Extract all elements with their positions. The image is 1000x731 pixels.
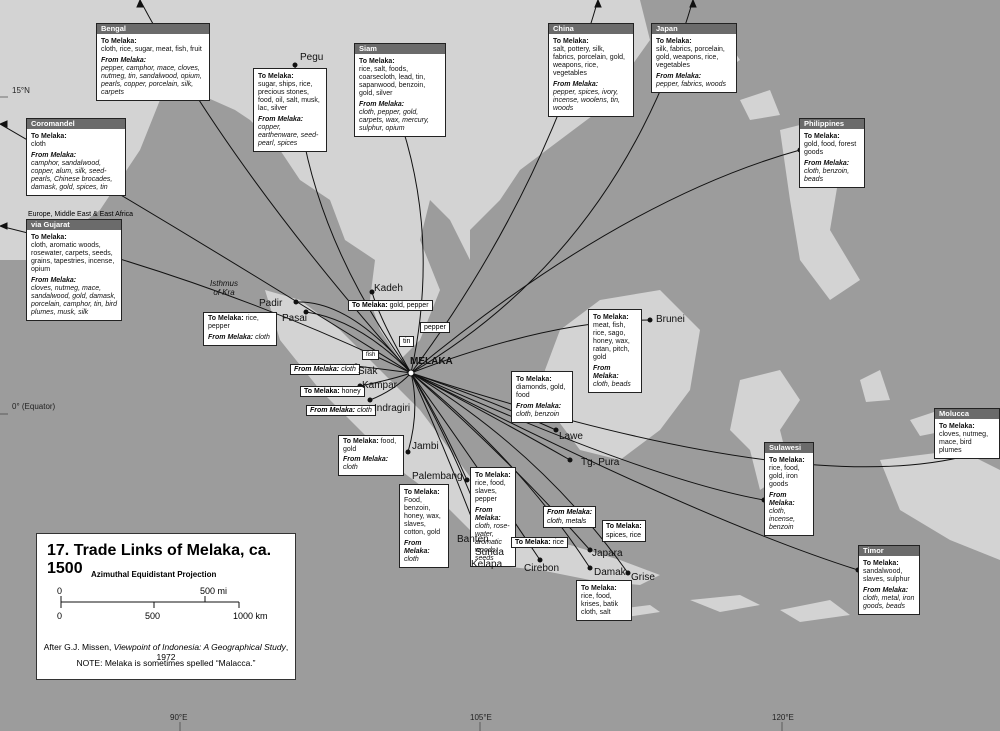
- trade-route-indragiri: [369, 372, 412, 401]
- port-dot-cirebon: [537, 557, 543, 563]
- trade-route-sulawesi: [410, 372, 765, 501]
- map-note: NOTE: Melaka is sometimes spelled “Malac…: [76, 658, 256, 668]
- scale-bar: [60, 596, 240, 608]
- commodity-pepper: pepper: [420, 322, 450, 333]
- place-kelapa: Kelapa: [471, 559, 503, 570]
- trade-route-kampar: [359, 372, 412, 387]
- trade-route-palembang: [410, 372, 468, 481]
- port-dot-pasai: [303, 309, 309, 315]
- place-kampar: Kampar: [362, 380, 398, 391]
- place-tg-pura: Tg. Pura: [581, 457, 620, 468]
- trade-box-brunei: To Melaka: meat, fish, rice, sago, honey…: [588, 309, 642, 393]
- route-arrowhead: [689, 0, 697, 8]
- port-dot-pegu: [292, 62, 298, 68]
- place-palembang: Palembang: [412, 471, 463, 482]
- port-dot-palembang: [464, 477, 470, 483]
- trade-box-pasai: To Melaka: rice, pepper From Melaka: clo…: [203, 312, 277, 346]
- place-siak: Siak: [358, 366, 378, 377]
- trade-label-indragiri: From Melaka: cloth: [306, 405, 376, 416]
- trade-route-kadeh: [371, 291, 412, 374]
- place-sunda: Sunda: [475, 547, 504, 558]
- longitude-105e-label: 105°E: [470, 713, 492, 722]
- box-header: Bengal: [97, 24, 209, 34]
- trade-label-siak: From Melaka: cloth: [290, 364, 360, 375]
- trade-box-palembang: To Melaka: Food, benzoin, honey, wax, sl…: [399, 484, 449, 568]
- place-damak: Damak: [594, 567, 626, 578]
- place-japara: Japara: [592, 548, 623, 559]
- trade-box-bengal: Bengal To Melaka: cloth, rice, sugar, me…: [96, 23, 210, 101]
- trade-box-lawe: To Melaka: diamonds, gold, food From Mel…: [511, 371, 573, 423]
- trade-route-philippines: [410, 149, 801, 374]
- trade-box-siam: Siam To Melaka: rice, salt, foods, coars…: [354, 43, 446, 137]
- port-dot-grise: [625, 570, 631, 576]
- trade-label-grise: To Melaka: spices, rice: [602, 520, 646, 542]
- projection-label: Azimuthal Equidistant Projection: [91, 570, 217, 579]
- place-brunei: Brunei: [656, 314, 685, 325]
- place-padir: Padir: [259, 298, 283, 309]
- trade-box-jambi: To Melaka: food, gold From Melaka: cloth: [338, 435, 404, 476]
- trade-box-sunda: To Melaka: rice, food, slaves, pepper Fr…: [470, 467, 516, 567]
- trade-box-china: China To Melaka: salt, pottery, silk, fa…: [548, 23, 634, 117]
- route-arrowhead: [594, 0, 602, 8]
- longitude-120e-label: 120°E: [772, 713, 794, 722]
- commodity-tin: tin: [399, 336, 415, 347]
- port-dot-tgpura: [567, 457, 573, 463]
- land-java: [470, 540, 660, 585]
- trade-label-cirebon: To Melaka: rice: [511, 537, 568, 548]
- equator-label: 0° (Equator): [12, 402, 56, 411]
- place-indragiri: Indragiri: [374, 403, 411, 414]
- place-kadeh: Kadeh: [374, 283, 403, 294]
- place-jambi: Jambi: [412, 441, 439, 452]
- port-dot-kadeh: [369, 289, 375, 295]
- place-banten: Banten: [457, 534, 489, 545]
- map-legend: 17. Trade Links of Melaka, ca. 1500 Azim…: [36, 533, 296, 680]
- port-dot-brunei: [647, 317, 653, 323]
- trade-route-jambi: [407, 372, 416, 453]
- trade-box-japan: Japan To Melaka: silk, fabrics, porcelai…: [651, 23, 737, 93]
- trade-box-pegu: To Melaka: sugar, ships, rice, precious …: [253, 68, 327, 152]
- trade-route-siam: [399, 119, 424, 374]
- trade-route-tgpura: [410, 372, 571, 461]
- trade-route-timor: [410, 372, 859, 571]
- place-melaka: MELAKA: [410, 356, 453, 367]
- map-title: 17. Trade Links of Melaka, ca. 1500: [47, 542, 272, 577]
- trade-label-kadeh: To Melaka: gold, pepper: [348, 300, 433, 311]
- trade-box-gujarat: via Gujarat To Melaka: cloth, aromatic w…: [26, 219, 122, 321]
- gujarat-title: Europe, Middle East & East Africa: [28, 211, 134, 218]
- latitude-15n-label: 15°N: [12, 86, 30, 95]
- trade-box-damak: To Melaka: rice, food, krises, batik clo…: [576, 580, 632, 621]
- melaka-hub-marker: [407, 369, 415, 377]
- port-dot-damak: [587, 565, 593, 571]
- place-grise: Grise: [631, 572, 655, 583]
- port-dot-jambi: [405, 449, 411, 455]
- region-isthmus-of-kra: Isthmus of Kra: [210, 279, 239, 297]
- place-pasai: Pasai: [282, 313, 308, 324]
- port-dot-indragiri: [367, 397, 373, 403]
- map-source: After G.J. Missen, Viewpoint of Indonesi…: [43, 642, 289, 662]
- trade-box-sulawesi: Sulawesi To Melaka: rice, food, gold, ir…: [764, 442, 814, 536]
- trade-box-moluccas: Molucca To Melaka: cloves, nutmeg, mace,…: [934, 408, 1000, 459]
- place-cirebon: Cirebon: [524, 563, 560, 574]
- trade-route-pasai: [305, 311, 412, 374]
- land-sumatra: [265, 290, 500, 530]
- port-dot-padir: [293, 299, 299, 305]
- trade-box-timor: Timor To Melaka: sandalwood, slaves, sul…: [858, 545, 920, 615]
- port-dot-lawe: [553, 427, 559, 433]
- port-dot-japara: [587, 547, 593, 553]
- trade-route-padir: [295, 301, 412, 374]
- land-new-guinea: [880, 450, 1000, 560]
- trade-route-siak: [355, 365, 412, 374]
- trade-box-coromandel: Coromandel To Melaka: cloth From Melaka:…: [26, 118, 126, 196]
- trade-route-lawe: [410, 372, 557, 431]
- trade-label-kampar: To Melaka: honey: [300, 386, 365, 397]
- longitude-90e-label: 90°E: [170, 713, 188, 722]
- route-arrowhead: [136, 0, 144, 8]
- route-arrowhead: [0, 222, 8, 230]
- trade-box-philippines: Philippines To Melaka: gold, food, fores…: [799, 118, 865, 188]
- commodity-fish: fish: [362, 350, 380, 360]
- place-pegu: Pegu: [300, 52, 324, 63]
- route-arrowhead: [0, 120, 8, 128]
- trade-label-japara: From Melaka: cloth, metals: [543, 506, 597, 528]
- place-lawe: Lawe: [559, 431, 583, 442]
